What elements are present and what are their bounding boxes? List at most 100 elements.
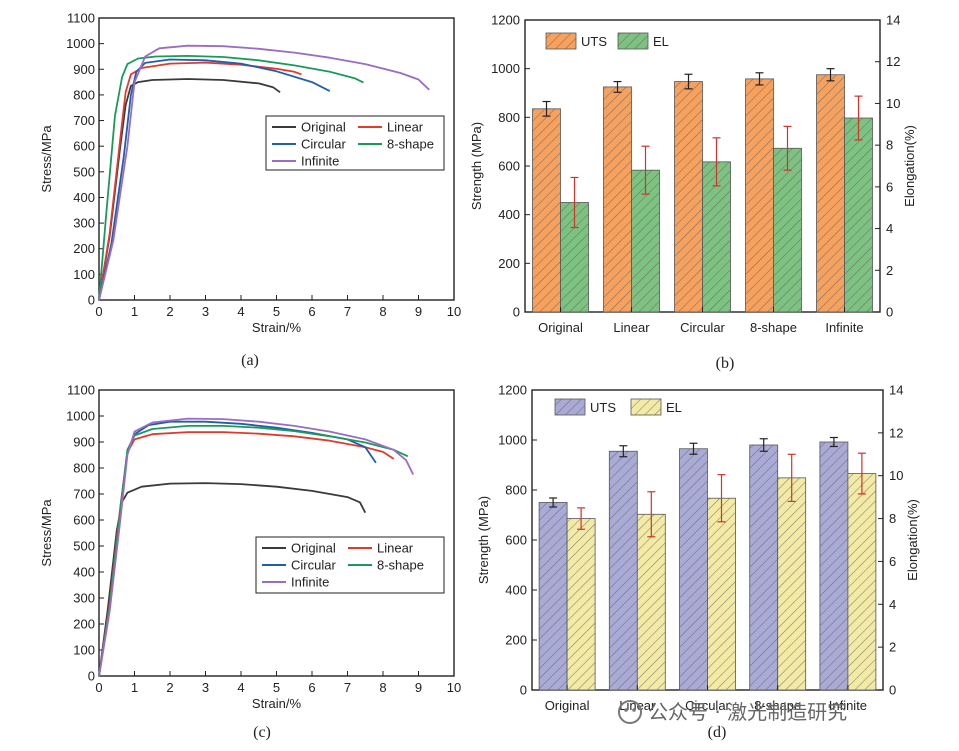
y-tick-label: 600 [498, 159, 520, 174]
x-tick-label: 9 [415, 304, 422, 319]
series-line-linear [98, 61, 302, 301]
series-line-8-shape [98, 55, 364, 301]
caption-c: (c) [253, 724, 271, 741]
y2-tick-label: 8 [886, 138, 893, 153]
y-axis-label: Strength (MPa) [469, 122, 484, 210]
x-tick-label: Original [545, 698, 590, 713]
x-tick-label: 7 [344, 304, 351, 319]
y-tick-label: 0 [88, 669, 95, 684]
x-tick-label: 0 [95, 680, 102, 695]
x-tick-label: 8-shape [754, 698, 801, 713]
x-tick-label: 6 [308, 680, 315, 695]
y-axis-label: Strength (MPa) [476, 496, 491, 584]
y-tick-label: 500 [73, 539, 95, 554]
bar-hatch-uts [745, 78, 774, 313]
x-tick-label: Original [538, 320, 583, 335]
bar-hatch-uts [819, 442, 848, 690]
caption-b: (b) [716, 355, 735, 372]
x-tick-label: 5 [273, 304, 280, 319]
y-tick-label: 200 [498, 256, 520, 271]
y-tick-label: 400 [505, 583, 527, 598]
legend: Original Linear Circular 8-shape Infinite [265, 115, 445, 171]
y2-tick-label: 2 [889, 640, 896, 655]
series-line-circular [98, 58, 331, 301]
bar-hatch-el [777, 477, 806, 690]
y2-tick-label: 6 [889, 554, 896, 569]
legend: UTS EL [554, 398, 682, 416]
y-tick-label: 800 [505, 483, 527, 498]
y-tick-label: 400 [73, 565, 95, 580]
legend-swatch-hatch [631, 399, 661, 415]
x-tick-label: Circular [680, 320, 725, 335]
y-tick-label: 600 [73, 513, 95, 528]
y2-axis-label: Elongation(%) [902, 125, 917, 207]
wechat-icon [618, 700, 642, 724]
y-tick-label: 600 [505, 533, 527, 548]
series-line-8-shape [98, 425, 409, 677]
y-tick-label: 200 [73, 241, 95, 256]
y2-tick-label: 4 [886, 221, 893, 236]
x-tick-label: 8 [379, 680, 386, 695]
legend-label-circular: Circular [291, 558, 336, 573]
y-axis-label: Stress/MPa [39, 125, 54, 193]
x-axis-label: Strain/% [252, 696, 302, 711]
series-line-infinite [98, 417, 415, 677]
y2-tick-label: 10 [889, 468, 903, 483]
y-tick-label: 200 [73, 617, 95, 632]
y-tick-label: 200 [505, 633, 527, 648]
y-tick-label: 800 [498, 110, 520, 125]
legend-label-8-shape: 8-shape [387, 137, 434, 152]
y-tick-label: 700 [73, 487, 95, 502]
x-tick-label: Circular [685, 698, 730, 713]
y2-tick-label: 2 [886, 263, 893, 278]
x-tick-label: 8 [379, 304, 386, 319]
legend-label-circular: Circular [301, 137, 346, 152]
x-tick-label: Linear [613, 320, 650, 335]
bar-hatch-uts [749, 445, 778, 690]
y-tick-label: 1100 [67, 11, 95, 26]
watermark: 公众号 · 激光制造研究 [618, 700, 847, 724]
x-tick-label: 1 [131, 304, 138, 319]
y2-tick-label: 0 [886, 305, 893, 320]
legend-swatch-hatch [546, 33, 576, 49]
legend-label-linear: Linear [387, 120, 424, 135]
legend-label-infinite: Infinite [291, 575, 329, 590]
x-tick-label: 1 [131, 680, 138, 695]
legend: UTS EL [545, 32, 669, 50]
bar-hatch-uts [674, 81, 703, 313]
bar-hatch-el [637, 514, 666, 690]
y-tick-label: 700 [73, 113, 95, 128]
bar-hatch-el [707, 498, 736, 690]
y2-tick-label: 14 [886, 13, 900, 28]
series-line-infinite [98, 44, 430, 301]
bar-hatch-uts [679, 448, 708, 690]
y-tick-label: 0 [513, 305, 520, 320]
legend-label-el: EL [666, 400, 682, 415]
y-tick-label: 0 [88, 293, 95, 308]
panel-d-strength-elongation-chart: Original Linear Circular 8-shape Infinite020… [476, 383, 920, 714]
x-tick-label: 2 [166, 680, 173, 695]
legend-label-el: EL [653, 34, 669, 49]
x-tick-label: 3 [202, 680, 209, 695]
legend: Original Linear Circular 8-shape Infinite [255, 536, 445, 594]
bar-hatch-uts [532, 108, 561, 312]
legend-label-original: Original [291, 541, 336, 556]
y-tick-label: 300 [73, 591, 95, 606]
x-axis-label: Strain/% [252, 320, 302, 335]
legend-label-original: Original [301, 120, 346, 135]
y-tick-label: 1000 [498, 433, 527, 448]
legend-label-infinite: Infinite [301, 154, 339, 169]
legend-swatch-hatch [618, 33, 648, 49]
legend-label-uts: UTS [590, 400, 616, 415]
panel-c-stress-strain-chart: 0 1 2 3 4 5 6 7 8 9 100100200300400500600700800900… [39, 383, 461, 712]
y-tick-label: 400 [498, 207, 520, 222]
x-tick-label: 4 [237, 304, 244, 319]
x-tick-label: 2 [166, 304, 173, 319]
bar-hatch-el [567, 518, 596, 690]
y-tick-label: 1000 [66, 409, 95, 424]
x-tick-label: 4 [237, 680, 244, 695]
x-tick-label: 9 [415, 680, 422, 695]
panel-a-stress-strain-chart: 0 1 2 3 4 5 6 7 8 9 100100200300400500600700800900… [39, 11, 461, 336]
series-line-original [98, 78, 281, 301]
caption-a: (a) [241, 352, 259, 369]
